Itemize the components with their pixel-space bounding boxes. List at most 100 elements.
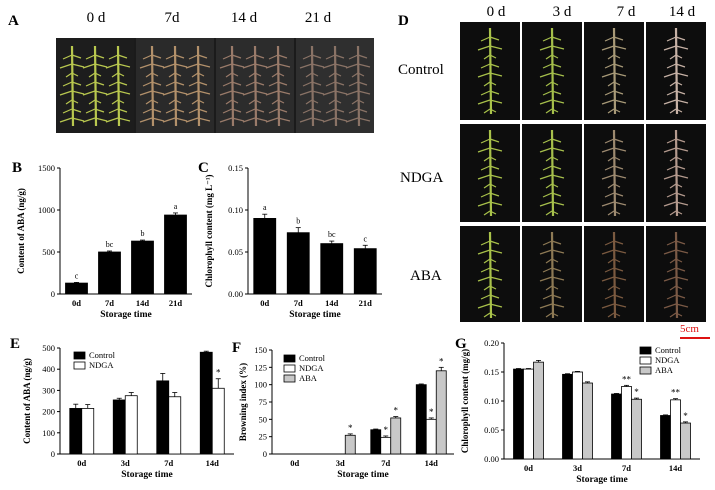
chart-c-panel-label: C [198,160,209,176]
chart-c-x-tick-label: 7d [294,298,303,308]
panel-d-stalk-branch [480,267,500,273]
panel-d-stalks-image [460,22,706,322]
panel-a-stalk-branch [222,81,242,87]
panel-d-stalk-branch [483,81,497,87]
panel-a-stalk-branch [165,54,185,60]
panel-a-stalk [322,45,348,127]
chart-b-significance-letter: c [75,271,79,280]
panel-b: B 0 500 1000 1500 Content of ABA (ng/g) Storag… [0,150,195,330]
panel-d-stalk-branch [607,258,621,264]
panel-d-stalk-branch [477,249,503,255]
chart-b-x-tick-label: 0d [72,298,81,308]
chart-f-significance-mark: * [439,356,444,366]
panel-a-stalk-branch [305,99,319,105]
panel-a-stalk-axis [253,45,258,127]
chart-e-panel-label: E [10,336,20,352]
panel-d-stalk-branch [539,45,565,51]
panel-d-stalk-axis [674,27,679,115]
panel-d-stalk-branch [663,249,689,255]
panel-a-stalk-branch [225,99,239,105]
panel-a-stalk-axis [196,45,201,127]
panel-a-stalk-axis [116,45,121,127]
panel-a-stalk-branch [345,90,371,96]
panel-a-stalk-branch [82,63,108,69]
panel-a-stalk-branch [59,63,85,69]
chart-e-x-tick-label: 7d [164,458,173,468]
panel-d-stalk-branch [601,45,627,51]
panel-d-stalk-branch [666,138,686,144]
panel-d-stalk-branch [545,210,559,216]
panel-a-stalk-branch [139,63,165,69]
chart-f-x-tick-label: 14d [425,458,439,468]
chart-g-bar [611,393,622,460]
panel-a-stalk-branch [59,90,85,96]
panel-d-stalk-branch [542,294,562,300]
panel-d-stalk-branch [663,201,689,207]
chart-c-significance-letter: c [363,234,367,243]
panel-a-stalk-branch [242,90,268,96]
chart-e-legend-label: NDGA [89,360,114,370]
chart-f-legend-label: ABA [299,373,318,383]
chart-f-x-tick-label: 0d [290,458,299,468]
panel-d-stalk-branch [480,63,500,69]
chart-b-panel-label: B [12,160,22,176]
panel-a-stalk-branch [188,54,208,60]
chart-f-bar [390,417,402,455]
chart-g-legend-label: NDGA [655,355,680,365]
panel-d-stalk [477,231,503,319]
panel-d-col-3: 14 d [668,4,696,20]
panel-d-stalk [663,129,689,217]
panel-a-stalk-branch [168,72,182,78]
panel-d-stalk-branch [477,45,503,51]
panel-a-stalk-branch [111,99,125,105]
chart-e-y-tick-label: 200 [42,407,55,417]
panel-d-stalk-branch [542,240,562,246]
chart-f-significance-mark: * [348,423,353,433]
panel-a-stalk-branch [142,108,162,114]
panel-d-stalk-branch [483,156,497,162]
panel-a-stalk-branch [185,90,211,96]
panel-d-stalk-axis [612,231,617,319]
panel-d-stalk [663,27,689,115]
panel-a-stalk-branch [162,90,188,96]
panel-d-col-2: 7 d [616,4,636,20]
panel-a-stalk [345,45,371,127]
panel-a-stalk-branch [325,81,345,87]
panel-d-stalk [601,129,627,217]
panel-d-stalk-branch [542,138,562,144]
chart-c-x-axis-label: Storage time [289,310,340,320]
panel-a-stalk-branch [85,54,105,60]
panel-a-stalk-branch [302,54,322,60]
chart-f-y-tick-label: 100 [254,380,267,390]
panel-d-stalk-axis [488,129,493,217]
chart-c-significance-letter: a [263,203,267,212]
chart-f-significance-mark: * [384,425,389,435]
panel-d-stalk [601,231,627,319]
panel-a-stalk-branch [105,63,131,69]
panel-a-stalk-branch [328,72,342,78]
chart-f-legend-swatch [283,374,296,383]
panel-a-stalk [59,45,85,127]
chart-g-legend-swatch [639,356,652,365]
chart-g-bar [660,415,671,460]
panel-a-stalk [299,45,325,127]
panel-d-stalk-branch [542,192,562,198]
panel-a-stalk-branch [222,54,242,60]
panel-d-stalk-branch [604,240,624,246]
chart-e-bar [124,395,138,455]
chart-c-y-tick-label: 0.00 [228,289,243,299]
chart-e-y-tick-label: 0 [51,449,55,459]
chart-b-x-tick-label: 21d [169,298,183,308]
chart-g-bar [631,398,642,460]
chart-g-significance-mark: ** [622,374,632,384]
panel-a-stalk-branch [245,54,265,60]
chart-f-y-tick-label: 125 [254,362,267,372]
panel-a-stalk-branch [105,117,131,123]
panel-d-stalk-branch [483,54,497,60]
panel-a-stalk-branch [345,117,371,123]
panel-d-stalk-axis [612,129,617,217]
panel-d-stalk-branch [607,183,621,189]
chart-f-x-tick-label: 3d [336,458,345,468]
chart-g-y-tick-label: 0.20 [484,338,499,348]
chart-f-legend-swatch [283,354,296,363]
